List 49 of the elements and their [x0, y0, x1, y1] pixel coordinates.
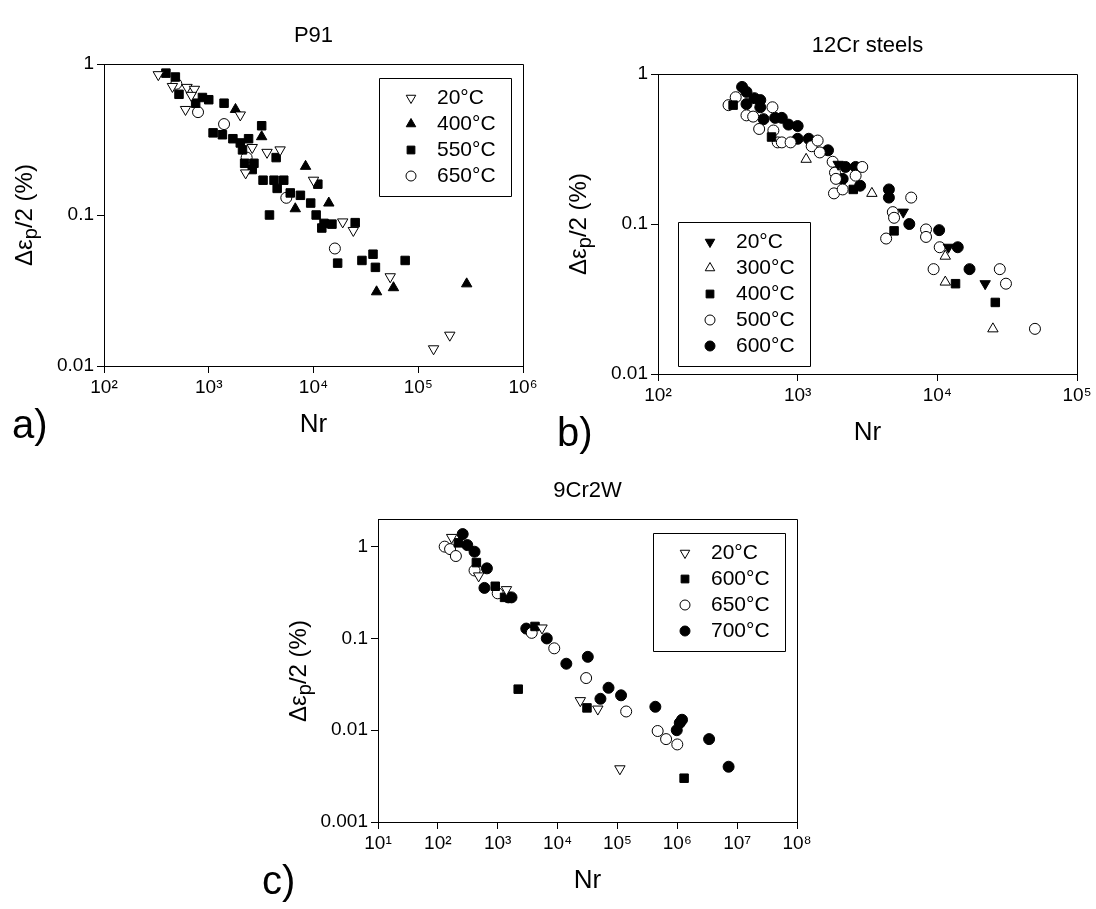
legend-label: 650°C	[711, 591, 770, 615]
text: a)	[12, 402, 48, 446]
x-tick-label: 10⁴	[298, 375, 329, 397]
x-tick-label: 10⁴	[542, 831, 573, 853]
y-tick-label: 0.1	[67, 203, 94, 225]
y-tick-label: 1	[83, 52, 94, 74]
legend-label: 500°C	[736, 306, 795, 330]
x-tick-label: 10³	[195, 375, 223, 397]
x-tick-label: 10⁷	[723, 831, 752, 853]
y-tick-label: 1	[357, 534, 368, 556]
legend-label: 20°C	[711, 539, 758, 563]
x-tick-label: 10²	[644, 383, 672, 405]
x-tick-label: 10²	[90, 375, 118, 397]
chart-title: 12Cr steels	[811, 32, 924, 57]
legend-label: 400°C	[736, 280, 795, 304]
x-tick-label: 10⁵	[403, 375, 433, 397]
chart-title: P91	[293, 22, 334, 47]
x-tick-label: 10³	[483, 831, 512, 853]
y-tick-label: 0.1	[621, 212, 648, 234]
x-tick-label: 10⁸	[782, 831, 812, 853]
x-axis-title: Nr	[299, 408, 328, 438]
text: c)	[262, 858, 296, 902]
x-tick-label: 10⁶	[508, 375, 538, 397]
y-tick-label: 0.1	[341, 626, 368, 648]
chart-title: 9Cr2W	[553, 477, 622, 502]
x-tick-label: 10⁵	[602, 831, 632, 853]
legend-label: 700°C	[711, 617, 770, 641]
legend-label: 600°C	[736, 332, 795, 356]
legend-label: 650°C	[437, 162, 496, 186]
x-axis-title: Nr	[853, 416, 882, 446]
y-tick-label: 0.001	[320, 810, 368, 832]
x-tick-label: 10²	[424, 831, 452, 853]
x-axis-title: Nr	[573, 864, 602, 894]
y-tick-label: 1	[637, 62, 648, 84]
y-tick-label: 0.01	[331, 718, 368, 740]
legend-label: 600°C	[711, 565, 770, 589]
legend-label: 300°C	[736, 254, 795, 278]
text: b)	[557, 410, 593, 454]
y-tick-label: 0.01	[57, 354, 94, 376]
x-tick-label: 10⁶	[662, 831, 692, 853]
x-tick-label: 10¹	[364, 831, 392, 853]
legend-label: 20°C	[437, 84, 484, 108]
y-tick-label: 0.01	[611, 362, 648, 384]
x-tick-label: 10⁵	[1062, 383, 1092, 405]
x-tick-label: 10³	[783, 383, 812, 405]
legend-label: 20°C	[736, 228, 783, 252]
x-tick-label: 10⁴	[922, 383, 952, 405]
legend-label: 400°C	[437, 110, 496, 134]
legend-label: 550°C	[437, 136, 496, 160]
